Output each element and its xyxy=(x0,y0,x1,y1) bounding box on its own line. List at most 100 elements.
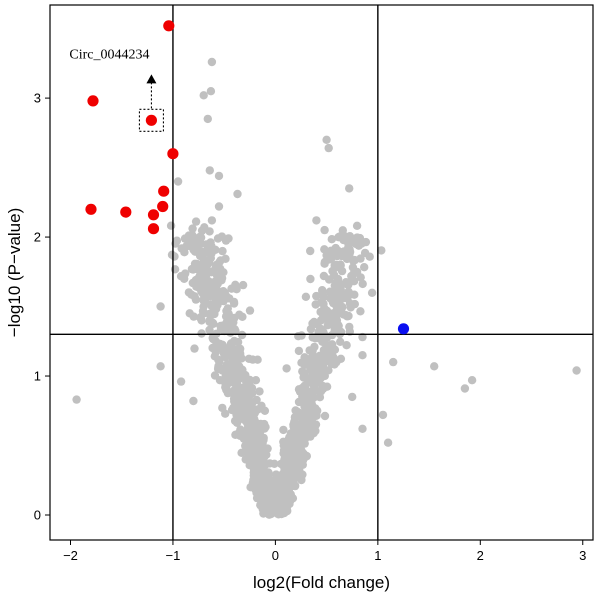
data-point xyxy=(460,384,470,393)
data-point xyxy=(348,263,358,272)
x-tick-label: 2 xyxy=(477,548,484,563)
y-tick-label: 0 xyxy=(34,507,41,522)
data-point xyxy=(345,184,354,193)
data-point xyxy=(214,171,224,181)
data-point xyxy=(279,441,288,450)
data-point xyxy=(356,273,365,282)
data-point xyxy=(187,264,197,274)
data-point xyxy=(221,312,231,321)
data-point xyxy=(302,427,311,436)
data-point xyxy=(197,316,206,325)
data-point xyxy=(173,177,183,186)
data-point xyxy=(322,341,331,351)
data-point xyxy=(211,245,220,254)
data-point xyxy=(343,293,352,302)
data-point xyxy=(316,307,325,317)
data-point xyxy=(296,431,305,441)
data-point xyxy=(342,312,352,321)
data-point xyxy=(209,302,218,312)
data-point xyxy=(199,91,208,100)
data-point xyxy=(248,456,257,465)
data-point xyxy=(215,258,224,267)
data-point xyxy=(188,224,197,233)
data-point xyxy=(201,248,210,257)
data-point xyxy=(333,280,343,289)
y-axis-title: −log10 (P−value) xyxy=(5,208,24,337)
data-point xyxy=(211,347,220,357)
data-point xyxy=(235,349,245,358)
data-point xyxy=(290,413,300,422)
data-point xyxy=(325,311,334,320)
data-point xyxy=(309,393,318,403)
data-point xyxy=(307,400,317,409)
data-point xyxy=(255,387,264,396)
data-point xyxy=(229,299,239,308)
data-point xyxy=(342,341,351,350)
data-point xyxy=(227,340,236,349)
data-point xyxy=(242,428,252,437)
data-point xyxy=(317,368,326,377)
data-point xyxy=(338,302,347,312)
data-point xyxy=(378,410,388,420)
data-point xyxy=(262,497,272,506)
data-point xyxy=(156,302,165,311)
data-point xyxy=(238,280,248,290)
data-point xyxy=(190,344,199,353)
data-point xyxy=(206,267,216,276)
data-point xyxy=(327,247,336,256)
data-point xyxy=(297,447,307,456)
data-point xyxy=(205,166,214,175)
data-point xyxy=(320,225,329,235)
data-point xyxy=(208,334,218,344)
data-point xyxy=(176,377,186,386)
data-point xyxy=(202,293,211,302)
data-point xyxy=(184,239,194,249)
data-point xyxy=(312,216,321,225)
data-point xyxy=(259,463,268,472)
significant-point xyxy=(167,148,179,160)
data-point xyxy=(278,473,287,483)
data-point xyxy=(210,309,219,319)
data-point xyxy=(262,481,271,490)
data-point xyxy=(219,323,229,332)
data-point xyxy=(230,313,239,323)
data-point xyxy=(320,411,330,421)
data-point xyxy=(303,411,312,420)
data-point xyxy=(202,282,211,291)
data-point xyxy=(207,216,217,225)
data-point xyxy=(224,378,234,388)
data-point xyxy=(292,461,301,471)
x-axis-title: log2(Fold change) xyxy=(253,573,390,592)
data-point xyxy=(572,366,581,375)
data-point xyxy=(350,299,359,309)
data-point xyxy=(311,426,320,436)
significant-point xyxy=(147,209,160,221)
data-point xyxy=(227,284,236,293)
data-point xyxy=(180,274,189,283)
data-point xyxy=(189,312,198,321)
data-point xyxy=(238,365,247,374)
data-point xyxy=(272,503,282,512)
annotation: Circ_0044234 xyxy=(69,47,164,132)
data-point xyxy=(166,221,176,230)
data-point xyxy=(257,439,267,448)
data-point xyxy=(358,351,367,360)
data-point xyxy=(358,279,367,289)
data-point xyxy=(208,318,218,328)
annotation-label: Circ_0044234 xyxy=(69,47,149,62)
data-point xyxy=(233,337,243,347)
data-point xyxy=(222,385,231,395)
data-point xyxy=(319,299,328,309)
data-point xyxy=(206,238,215,247)
data-point xyxy=(281,497,290,507)
x-tick-label: −1 xyxy=(166,548,181,563)
data-point xyxy=(250,430,259,439)
data-point xyxy=(285,474,294,483)
data-point xyxy=(280,508,289,518)
data-point xyxy=(297,331,306,340)
data-point xyxy=(331,301,341,310)
data-point xyxy=(233,189,242,199)
data-point xyxy=(357,239,366,248)
data-point xyxy=(296,423,305,432)
